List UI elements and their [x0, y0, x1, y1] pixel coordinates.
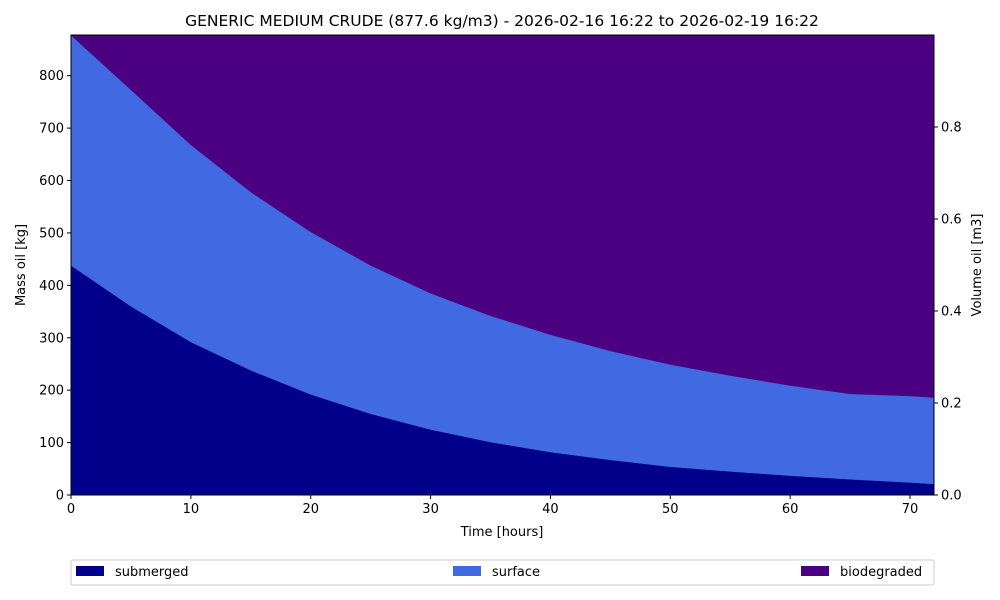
y2-tick-label: 0.0	[941, 489, 962, 504]
x-tick-label: 0	[67, 502, 75, 517]
x-tick-label: 10	[183, 502, 200, 517]
x-tick-label: 40	[542, 502, 559, 517]
y-tick-label: 500	[39, 226, 64, 241]
y-axis-left: 0 100 200 300 400 500 600 700 800	[39, 69, 71, 504]
y-axis-right: 0.0 0.2 0.4 0.6 0.8	[934, 121, 962, 504]
x-axis: 0 10 20 30 40 50 60 70	[67, 495, 918, 517]
y-tick-label: 100	[39, 436, 64, 451]
y2-tick-label: 0.8	[941, 121, 962, 136]
legend-label-surface: surface	[492, 565, 540, 580]
legend-label-biodegraded: biodegraded	[840, 565, 922, 580]
legend-swatch-submerged	[76, 566, 104, 576]
y2-tick-label: 0.4	[941, 305, 962, 320]
legend: submerged surface biodegraded	[70, 559, 935, 586]
plot-frame	[70, 34, 935, 496]
y-tick-label: 700	[39, 122, 64, 137]
y-axis-title: Mass oil [kg]	[14, 224, 29, 306]
y-tick-label: 300	[39, 331, 64, 346]
y-tick-label: 200	[39, 384, 64, 399]
y2-tick-label: 0.6	[941, 213, 962, 228]
legend-frame	[70, 559, 935, 586]
y-tick-label: 0	[56, 489, 64, 504]
x-tick-label: 60	[782, 502, 799, 517]
plot-area	[70, 34, 935, 496]
x-tick-label: 70	[902, 502, 919, 517]
x-tick-label: 30	[422, 502, 439, 517]
y-tick-label: 800	[39, 69, 64, 84]
legend-swatch-surface	[453, 566, 481, 576]
x-tick-label: 50	[662, 502, 679, 517]
y-tick-label: 400	[39, 279, 64, 294]
y2-axis-title: Volume oil [m3]	[970, 214, 985, 317]
x-tick-label: 20	[302, 502, 319, 517]
y2-tick-label: 0.2	[941, 397, 962, 412]
x-axis-title: Time [hours]	[460, 525, 544, 540]
legend-label-submerged: submerged	[115, 565, 189, 580]
legend-swatch-biodegraded	[801, 566, 829, 576]
y-tick-label: 600	[39, 174, 64, 189]
chart-title: GENERIC MEDIUM CRUDE (877.6 kg/m3) - 202…	[185, 12, 819, 30]
